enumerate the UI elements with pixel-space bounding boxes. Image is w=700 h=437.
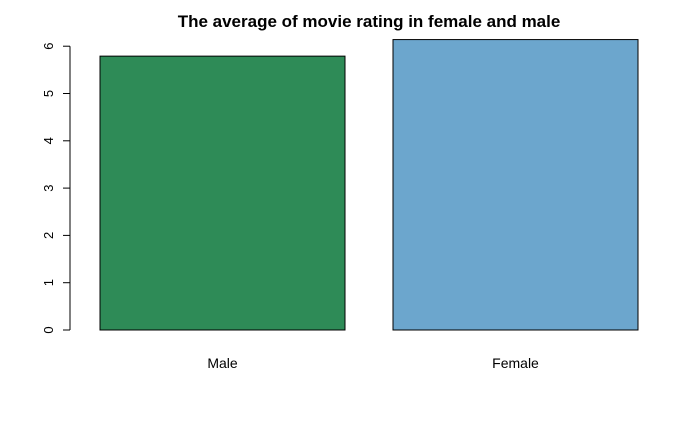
- chart-title: The average of movie rating in female an…: [178, 12, 561, 31]
- y-axis: 0 1 2 3 4 5 6: [41, 43, 71, 334]
- y-tick-label: 4: [41, 137, 56, 144]
- x-tick-label-male: Male: [207, 355, 238, 371]
- y-tick-label: 5: [41, 90, 56, 97]
- bar-female: [392, 39, 639, 331]
- y-tick-label: 3: [41, 184, 56, 191]
- x-axis-labels: Male Female: [207, 355, 539, 371]
- y-tick-label: 1: [41, 279, 56, 286]
- bars: [99, 39, 639, 331]
- y-tick-label: 6: [41, 43, 56, 50]
- y-tick-label: 0: [41, 326, 56, 333]
- x-tick-label-female: Female: [492, 355, 539, 371]
- bar-male: [99, 55, 346, 331]
- y-tick-label: 2: [41, 232, 56, 239]
